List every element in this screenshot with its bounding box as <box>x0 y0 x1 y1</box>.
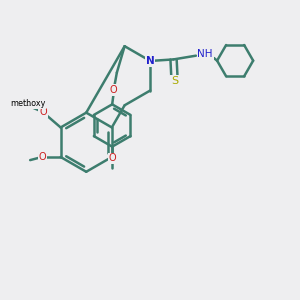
Text: S: S <box>171 76 178 85</box>
Text: N: N <box>146 56 154 66</box>
Text: O: O <box>110 85 118 95</box>
Text: O: O <box>39 107 47 117</box>
Text: O: O <box>108 154 116 164</box>
Text: methoxy: methoxy <box>10 99 46 108</box>
Text: O: O <box>38 152 46 162</box>
Text: methoxy: methoxy <box>26 105 32 106</box>
Text: NH: NH <box>197 49 213 59</box>
